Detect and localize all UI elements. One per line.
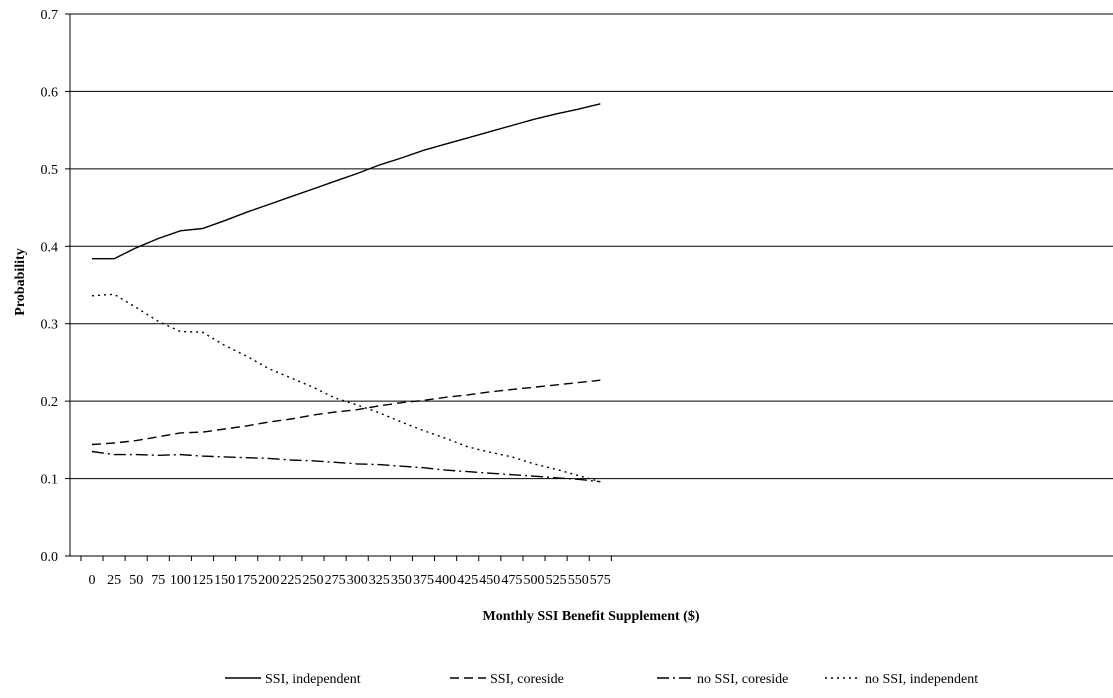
x-tick-label: 100 bbox=[170, 573, 191, 588]
y-tick-label: 0.2 bbox=[41, 395, 59, 410]
x-tick-label: 500 bbox=[524, 573, 545, 588]
legend-label: no SSI, independent bbox=[865, 672, 978, 687]
x-tick-label: 25 bbox=[107, 573, 121, 588]
legend-item: no SSI, coreside bbox=[657, 672, 788, 687]
x-axis-title: Monthly SSI Benefit Supplement ($) bbox=[482, 609, 699, 624]
series-line bbox=[91, 450, 601, 483]
y-tick-label: 0.0 bbox=[41, 550, 59, 565]
y-tick-label: 0.1 bbox=[41, 473, 59, 488]
series-line bbox=[91, 379, 601, 446]
x-tick-label: 450 bbox=[479, 573, 500, 588]
grid bbox=[70, 13, 1113, 480]
y-tick-label: 0.7 bbox=[41, 8, 59, 23]
legend-item: no SSI, independent bbox=[825, 672, 978, 687]
legend-item: SSI, coreside bbox=[450, 672, 564, 687]
x-tick-label: 250 bbox=[303, 573, 324, 588]
y-tick-label: 0.4 bbox=[41, 240, 59, 255]
x-tick-label: 225 bbox=[280, 573, 301, 588]
legend-label: SSI, coreside bbox=[490, 672, 564, 687]
y-tick-label: 0.6 bbox=[41, 85, 59, 100]
x-tick-label: 200 bbox=[258, 573, 279, 588]
x-tick-label: 525 bbox=[546, 573, 567, 588]
y-tick-label: 0.5 bbox=[41, 163, 59, 178]
x-tick-label: 425 bbox=[457, 573, 478, 588]
x-tick-label: 375 bbox=[413, 573, 434, 588]
x-tick-label: 575 bbox=[590, 573, 611, 588]
x-tick-label: 50 bbox=[129, 573, 143, 588]
x-tick-label: 0 bbox=[89, 573, 96, 588]
legend-item: SSI, independent bbox=[225, 672, 361, 687]
x-tick-label: 350 bbox=[391, 573, 412, 588]
axes: 0.0 0.1 0.2 0.3 0.4 0.5 0.6 0.7 0 25 50 75 100 125 150… bbox=[41, 8, 1113, 588]
y-axis-title: Probability bbox=[13, 248, 28, 315]
x-tick-label: 300 bbox=[347, 573, 368, 588]
x-tick-label: 550 bbox=[568, 573, 589, 588]
legend-label: no SSI, coreside bbox=[697, 672, 788, 687]
x-tick-label: 150 bbox=[214, 573, 235, 588]
x-tick-label: 400 bbox=[435, 573, 456, 588]
legend: SSI, independent SSI, coreside no SSI, cor… bbox=[225, 672, 978, 687]
x-tick-label: 475 bbox=[501, 573, 522, 588]
legend-label: SSI, independent bbox=[265, 672, 361, 687]
x-tick-label: 75 bbox=[151, 573, 165, 588]
series-line bbox=[92, 103, 601, 260]
x-tick-label: 175 bbox=[236, 573, 257, 588]
x-tick-label: 275 bbox=[325, 573, 346, 588]
x-tick-label: 325 bbox=[369, 573, 390, 588]
series-lines bbox=[91, 103, 601, 483]
x-tick-label: 125 bbox=[192, 573, 213, 588]
y-tick-label: 0.3 bbox=[41, 318, 59, 333]
